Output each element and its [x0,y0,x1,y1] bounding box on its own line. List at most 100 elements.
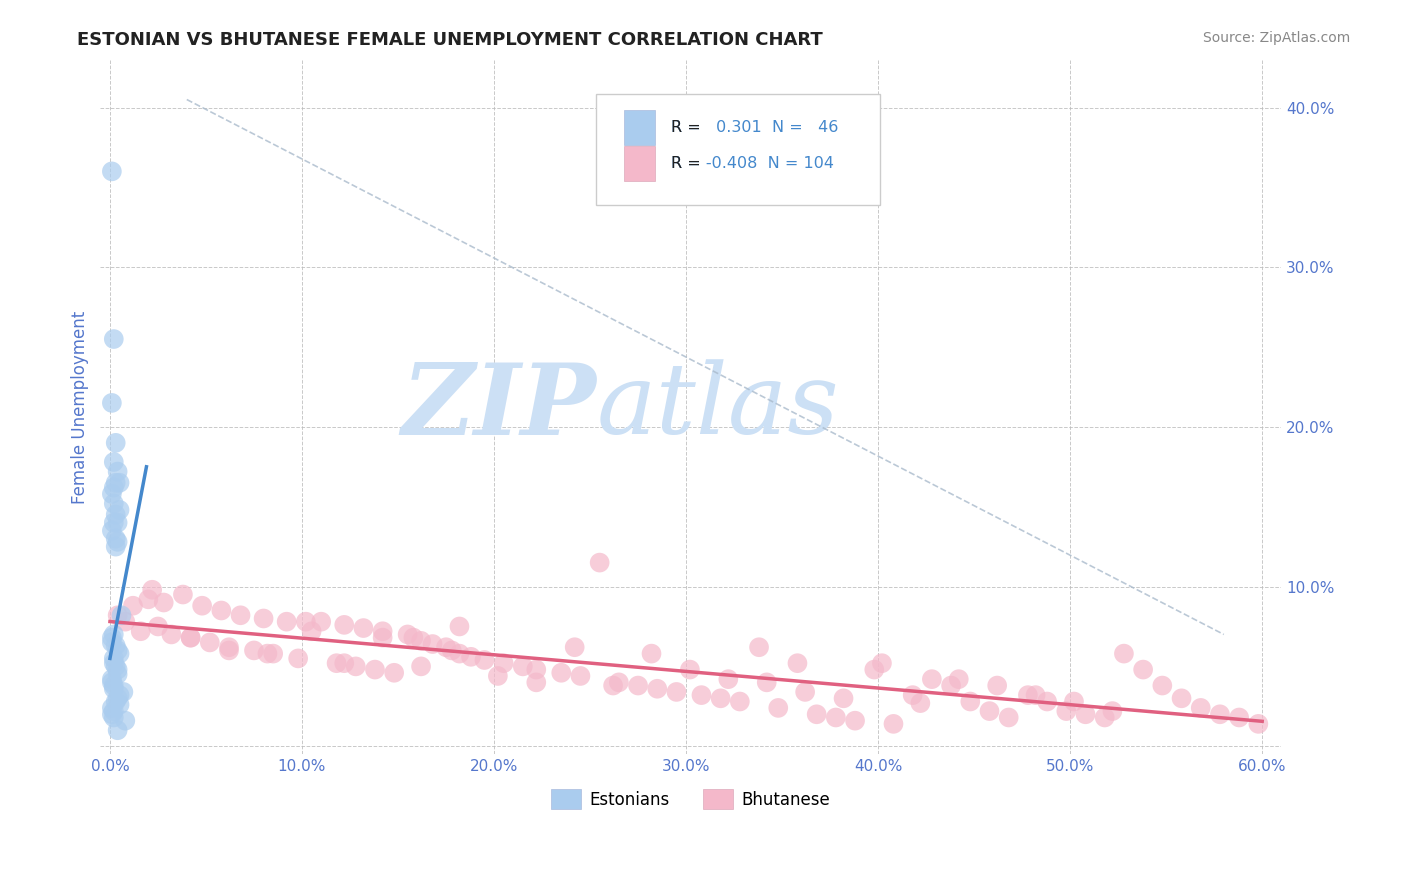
Point [114,714,136,728]
Point [434,640,457,655]
Point [948,672,970,686]
Point [627,679,650,693]
Point [104,639,127,653]
Point [645,681,668,696]
Point [806,707,828,722]
Point [103,681,125,696]
Point [107,723,129,738]
FancyBboxPatch shape [596,95,880,205]
Point [101,164,124,178]
Point [104,540,127,554]
Point [104,694,127,708]
Point [422,637,444,651]
Point [172,588,194,602]
Point [104,435,127,450]
Point [107,516,129,530]
Point [1247,717,1270,731]
Point [512,659,534,673]
Point [295,615,318,629]
Point [101,675,124,690]
Point [1152,679,1174,693]
Point [129,624,152,639]
FancyBboxPatch shape [623,111,655,145]
Point [524,663,547,677]
Point [262,647,284,661]
Point [486,669,509,683]
Point [103,656,125,670]
Text: R =: R = [671,120,700,136]
Point [103,481,125,495]
Point [939,679,962,693]
Point [309,615,332,629]
Point [333,656,356,670]
Point [1017,688,1039,702]
Point [101,701,124,715]
Point [524,675,547,690]
Point [252,611,274,625]
Point [101,631,124,645]
Point [108,475,131,490]
Point [101,396,124,410]
Point [460,649,482,664]
Point [1227,710,1250,724]
Point [1025,688,1047,702]
Point [276,615,298,629]
Point [1094,710,1116,724]
Point [665,685,688,699]
Point [1112,647,1135,661]
Point [1054,704,1077,718]
Point [679,663,702,677]
Point [209,603,232,617]
Point [640,647,662,661]
Point [180,631,202,645]
Point [755,675,778,690]
Point [344,659,367,673]
Point [325,656,347,670]
Point [1074,707,1097,722]
Point [602,679,624,693]
Point [107,608,129,623]
Point [101,524,124,538]
Point [141,582,163,597]
Point [114,615,136,629]
FancyBboxPatch shape [623,146,655,181]
Point [107,691,129,706]
Legend: Estonians, Bhutanese: Estonians, Bhutanese [544,783,837,815]
Point [103,332,125,346]
Point [107,667,129,681]
Point [364,663,387,677]
Point [1170,691,1192,706]
Point [107,643,129,657]
Point [256,647,278,661]
Point [870,656,893,670]
Point [160,627,183,641]
Point [588,556,610,570]
Point [104,532,127,546]
Point [101,635,124,649]
Point [564,640,586,655]
Point [198,635,221,649]
Point [352,621,374,635]
Point [110,608,132,623]
Point [107,534,129,549]
Point [103,455,125,469]
Point [921,672,943,686]
Point [108,503,131,517]
Point [396,627,419,641]
Point [607,675,630,690]
Point [122,599,145,613]
Point [104,508,127,522]
Point [108,698,131,712]
Point [690,688,713,702]
Point [103,679,125,693]
Point [728,694,751,708]
Point [101,487,124,501]
Text: atlas: atlas [596,359,839,455]
Point [103,516,125,530]
Point [1209,707,1232,722]
Point [569,669,592,683]
Point [710,691,733,706]
Point [229,608,252,623]
Point [717,672,740,686]
Text: R = -0.408  N = 104: R = -0.408 N = 104 [671,156,834,171]
